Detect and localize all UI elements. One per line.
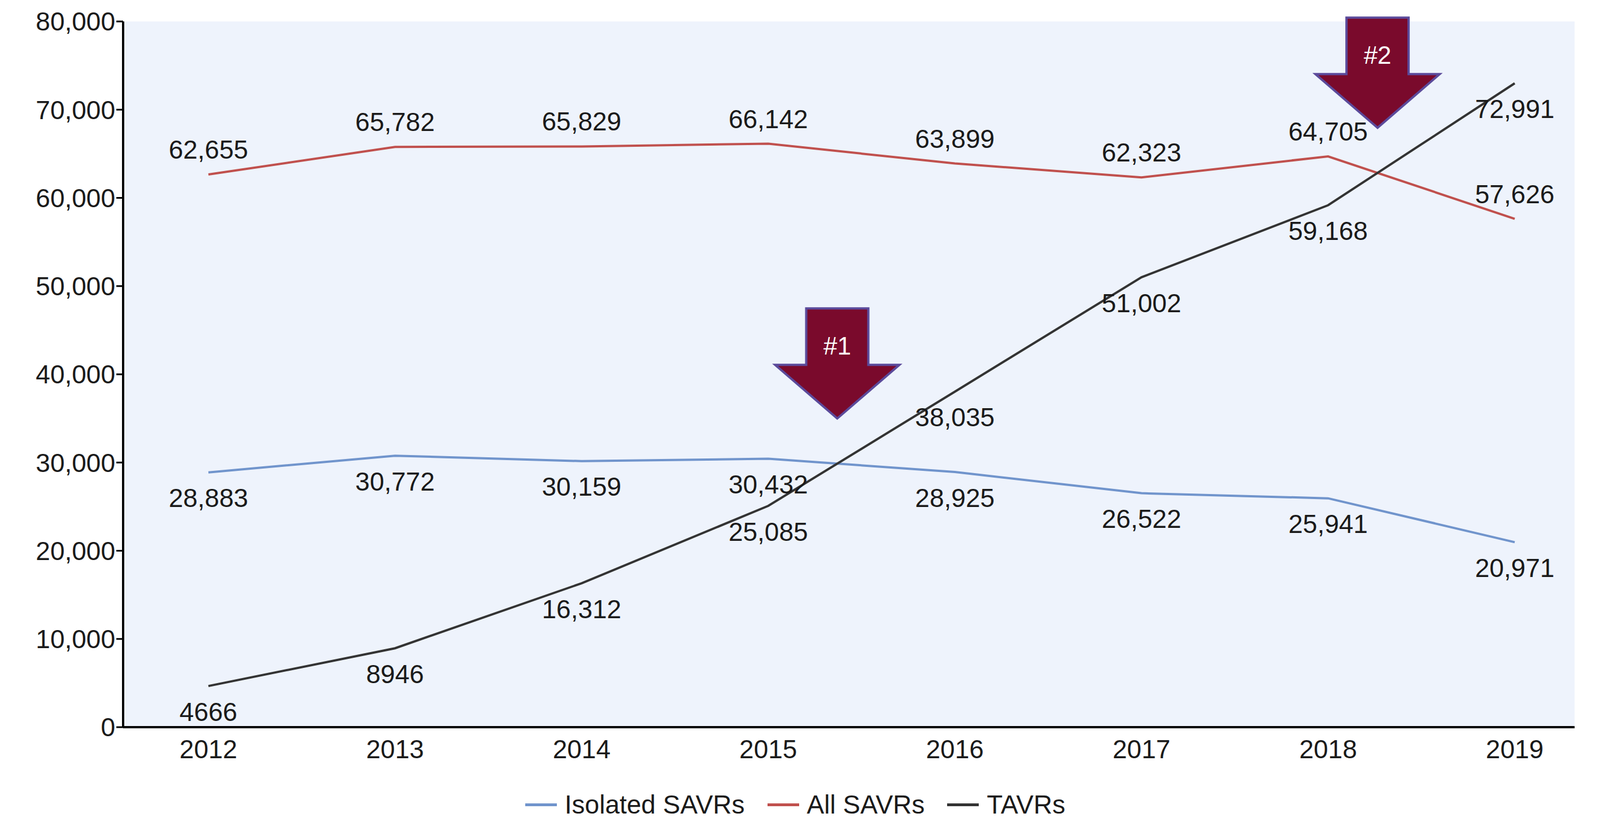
svg-text:2012: 2012 (179, 734, 238, 765)
svg-text:30,432: 30,432 (728, 469, 809, 500)
svg-text:10,000: 10,000 (35, 624, 116, 655)
svg-text:40,000: 40,000 (35, 359, 116, 390)
svg-text:59,168: 59,168 (1288, 216, 1368, 246)
svg-text:2019: 2019 (1485, 734, 1544, 765)
svg-text:38,035: 38,035 (914, 402, 995, 433)
svg-text:16,312: 16,312 (542, 594, 622, 625)
svg-text:62,323: 62,323 (1101, 137, 1182, 168)
svg-text:80,000: 80,000 (35, 6, 116, 37)
svg-text:#2: #2 (1363, 41, 1392, 69)
svg-text:70,000: 70,000 (35, 95, 116, 125)
svg-text:4666: 4666 (179, 697, 238, 727)
svg-text:65,782: 65,782 (355, 107, 435, 137)
svg-text:57,626: 57,626 (1475, 179, 1555, 209)
svg-text:25,085: 25,085 (728, 517, 809, 547)
svg-text:30,159: 30,159 (542, 472, 622, 502)
svg-text:2016: 2016 (926, 734, 984, 765)
svg-text:2015: 2015 (739, 734, 797, 765)
svg-text:66,142: 66,142 (728, 104, 809, 134)
svg-text:65,829: 65,829 (542, 106, 622, 137)
svg-text:28,883: 28,883 (168, 483, 249, 513)
svg-text:62,655: 62,655 (168, 134, 249, 165)
svg-text:2018: 2018 (1298, 734, 1357, 765)
svg-text:30,772: 30,772 (355, 467, 435, 497)
svg-text:50,000: 50,000 (35, 271, 116, 302)
svg-text:20,000: 20,000 (35, 536, 116, 566)
html-text:Isolated SAVRs: Isolated SAVRs (564, 790, 745, 820)
svg-text:63,899: 63,899 (914, 124, 995, 154)
svg-text:8946: 8946 (365, 659, 424, 690)
html-text:All SAVRs: All SAVRs (806, 790, 925, 820)
svg-text:0: 0 (100, 712, 116, 743)
svg-text:28,925: 28,925 (914, 483, 995, 513)
svg-text:51,002: 51,002 (1101, 288, 1182, 318)
svg-text:2017: 2017 (1112, 734, 1171, 765)
svg-text:60,000: 60,000 (35, 183, 116, 213)
svg-text:2014: 2014 (552, 734, 611, 765)
svg-text:26,522: 26,522 (1101, 504, 1182, 534)
svg-text:#1: #1 (823, 332, 852, 360)
html-text:TAVRs: TAVRs (986, 790, 1066, 820)
svg-text:64,705: 64,705 (1288, 116, 1368, 147)
svg-text:72,991: 72,991 (1475, 94, 1555, 124)
svg-text:30,000: 30,000 (35, 448, 116, 478)
svg-text:2013: 2013 (365, 734, 424, 765)
svg-text:25,941: 25,941 (1288, 509, 1368, 539)
svg-text:20,971: 20,971 (1475, 553, 1555, 583)
